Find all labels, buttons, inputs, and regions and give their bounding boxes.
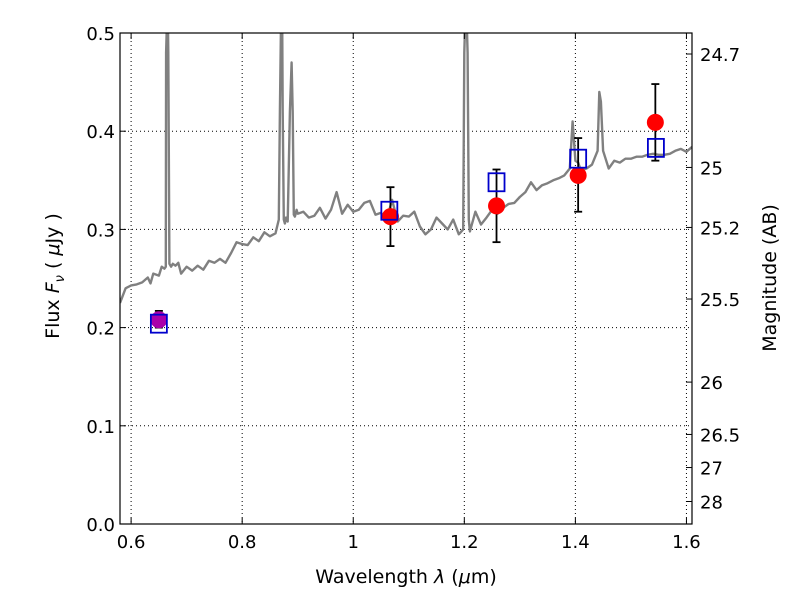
observed-point xyxy=(569,166,587,184)
x-tick-label: 0.6 xyxy=(117,532,146,553)
spectrum-layer xyxy=(120,33,692,304)
model-photometry-square xyxy=(569,148,588,169)
x-tick-label: 0.8 xyxy=(228,532,257,553)
x-axis-label-text: Wavelength xyxy=(315,566,428,588)
y-axis-label-text: Flux xyxy=(42,299,64,339)
observed-point xyxy=(646,113,664,131)
x-axis-label-mu: μ xyxy=(458,566,471,588)
y-axis-label: Flux Fν ( μJy ) xyxy=(42,213,68,339)
right-tick-label: 27 xyxy=(700,459,723,480)
y-tick-label: 0.5 xyxy=(86,24,115,45)
y-axis-label-symbol: F xyxy=(42,281,64,293)
circle-layer xyxy=(150,113,664,329)
y-tick-label: 0.4 xyxy=(86,122,115,143)
x-axis-label: Wavelength λ (μm) xyxy=(315,566,496,588)
y-tick-label: 0.3 xyxy=(86,220,115,241)
right-tick-label: 25.2 xyxy=(700,218,740,239)
x-axis-label-symbol: λ xyxy=(433,566,445,588)
tick-layer: 0.6 0.8 1 1.2 1.4 1.6 0.0 0.1 0.2 0.3 0.4 0.5 24.7 25… xyxy=(86,24,740,553)
x-tick-label: 1.2 xyxy=(450,532,479,553)
y-axis-label-unit-close: Jy ) xyxy=(42,213,64,244)
right-tick-label: 25.5 xyxy=(700,290,740,311)
x-axis-label-unit-close: m) xyxy=(471,566,497,588)
x-axis-label-unit-open: ( xyxy=(445,566,458,588)
observed-point xyxy=(488,197,506,215)
right-tick-label: 28 xyxy=(700,493,723,514)
right-tick-label: 26 xyxy=(700,373,723,394)
plot-frame xyxy=(119,32,693,525)
y-tick-label: 0.0 xyxy=(86,515,115,536)
y-axis-label-unit-open: ( xyxy=(42,256,64,276)
right-tick-label: 25 xyxy=(700,158,723,179)
model-photometry-square xyxy=(487,172,506,193)
model-photometry-square xyxy=(380,200,399,221)
right-tick-label: 26.5 xyxy=(700,425,740,446)
observed-point xyxy=(381,208,399,226)
x-tick-label: 1.4 xyxy=(561,532,590,553)
x-tick-label: 1 xyxy=(348,532,359,553)
model-spectrum-line xyxy=(120,33,692,304)
model-photometry-square xyxy=(647,137,665,158)
x-tick-label: 1.6 xyxy=(672,532,701,553)
grid-layer xyxy=(120,33,692,524)
errorbar-layer xyxy=(154,83,660,329)
y-tick-label: 0.1 xyxy=(86,417,115,438)
y-axis-label-mu: μ xyxy=(42,243,64,256)
square-layer xyxy=(149,137,665,334)
right-axis-label: Magnitude (AB) xyxy=(759,204,781,352)
model-photometry-square xyxy=(149,313,168,334)
y-tick-label: 0.2 xyxy=(86,319,115,340)
y-axis-label-subscript: ν xyxy=(53,275,68,282)
right-tick-label: 24.7 xyxy=(700,45,740,66)
